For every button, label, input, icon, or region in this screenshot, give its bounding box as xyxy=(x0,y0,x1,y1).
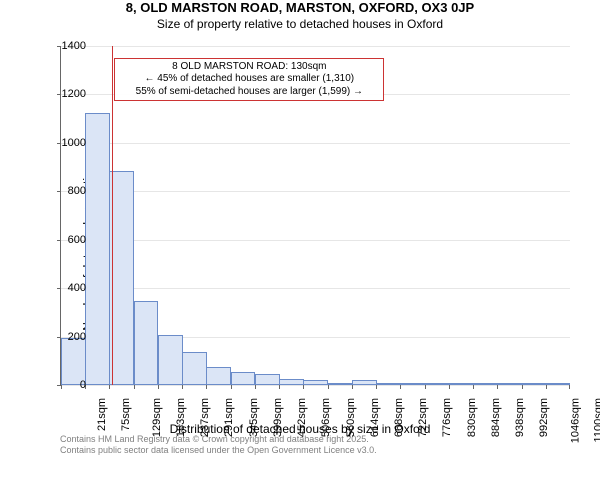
x-tick-mark xyxy=(522,385,523,389)
x-tick-mark xyxy=(425,385,426,389)
x-tick-label: 452sqm xyxy=(296,398,308,437)
x-tick-label: 291sqm xyxy=(223,398,235,437)
x-tick-label: 884sqm xyxy=(490,398,502,437)
histogram-bar xyxy=(425,383,450,385)
chart-title: 8, OLD MARSTON ROAD, MARSTON, OXFORD, OX… xyxy=(0,0,600,17)
histogram-bar xyxy=(206,367,231,385)
x-tick-label: 830sqm xyxy=(466,398,478,437)
y-tick-label: 600 xyxy=(46,234,86,246)
plot-area: 8 OLD MARSTON ROAD: 130sqm← 45% of detac… xyxy=(60,46,570,386)
histogram-bar xyxy=(328,383,353,385)
annotation-box: 8 OLD MARSTON ROAD: 130sqm← 45% of detac… xyxy=(114,58,384,102)
x-tick-label: 399sqm xyxy=(272,398,284,437)
histogram-bar xyxy=(449,383,474,385)
x-tick-mark xyxy=(182,385,183,389)
histogram-bar xyxy=(61,338,86,385)
property-marker-line xyxy=(112,46,113,385)
y-tick-label: 1400 xyxy=(46,40,86,52)
histogram-bar xyxy=(303,380,328,385)
histogram-bar xyxy=(109,171,134,385)
footer-attribution: Contains HM Land Registry data © Crown c… xyxy=(60,434,377,456)
histogram-bar xyxy=(473,383,498,385)
annotation-line-2: ← 45% of detached houses are smaller (1,… xyxy=(121,73,377,86)
y-tick-label: 1000 xyxy=(46,137,86,149)
x-tick-mark xyxy=(569,385,570,389)
x-tick-mark xyxy=(497,385,498,389)
x-tick-mark xyxy=(449,385,450,389)
histogram-bar xyxy=(279,379,304,385)
histogram-bar xyxy=(255,374,280,385)
histogram-bar xyxy=(158,335,183,385)
x-tick-label: 129sqm xyxy=(151,398,163,437)
x-tick-mark xyxy=(231,385,232,389)
histogram-bar xyxy=(231,372,256,385)
x-tick-label: 776sqm xyxy=(442,398,454,437)
x-tick-mark xyxy=(400,385,401,389)
x-tick-label: 560sqm xyxy=(345,398,357,437)
histogram-bar xyxy=(522,383,547,385)
y-tick-label: 0 xyxy=(46,379,86,391)
x-tick-label: 1100sqm xyxy=(592,398,600,442)
x-tick-label: 75sqm xyxy=(120,398,132,431)
x-tick-mark xyxy=(255,385,256,389)
grid-line xyxy=(61,288,570,289)
histogram-bar xyxy=(134,301,159,385)
x-tick-mark xyxy=(303,385,304,389)
x-tick-label: 183sqm xyxy=(175,398,187,437)
x-tick-label: 506sqm xyxy=(320,398,332,437)
y-tick-label: 1200 xyxy=(46,88,86,100)
x-tick-mark xyxy=(279,385,280,389)
x-tick-label: 722sqm xyxy=(417,398,429,437)
x-tick-label: 614sqm xyxy=(369,398,381,437)
x-tick-mark xyxy=(206,385,207,389)
histogram-bar xyxy=(497,383,522,385)
x-tick-mark xyxy=(376,385,377,389)
x-tick-mark xyxy=(109,385,110,389)
histogram-bar xyxy=(352,380,377,385)
grid-line xyxy=(61,143,570,144)
histogram-bar xyxy=(182,352,207,385)
histogram-bar xyxy=(400,383,425,385)
grid-line xyxy=(61,385,570,386)
grid-line xyxy=(61,46,570,47)
histogram-bar xyxy=(85,113,110,385)
x-tick-label: 938sqm xyxy=(514,398,526,437)
x-tick-label: 237sqm xyxy=(199,398,211,437)
annotation-line-3: 55% of semi-detached houses are larger (… xyxy=(121,86,377,99)
annotation-line-1: 8 OLD MARSTON ROAD: 130sqm xyxy=(121,61,377,74)
grid-line xyxy=(61,240,570,241)
grid-line xyxy=(61,191,570,192)
x-tick-mark xyxy=(158,385,159,389)
y-tick-label: 400 xyxy=(46,282,86,294)
x-tick-label: 1046sqm xyxy=(569,398,581,443)
x-tick-label: 345sqm xyxy=(248,398,260,437)
y-tick-label: 200 xyxy=(46,331,86,343)
x-tick-label: 992sqm xyxy=(539,398,551,437)
y-tick-label: 800 xyxy=(46,185,86,197)
x-tick-mark xyxy=(473,385,474,389)
x-tick-label: 21sqm xyxy=(96,398,108,431)
footer-line-2: Contains public sector data licensed und… xyxy=(60,445,377,456)
chart-area: Number of detached properties 8 OLD MARS… xyxy=(0,38,600,458)
x-tick-mark xyxy=(134,385,135,389)
histogram-bar xyxy=(546,383,571,385)
x-tick-label: 668sqm xyxy=(393,398,405,437)
histogram-bar xyxy=(376,383,401,385)
x-tick-mark xyxy=(546,385,547,389)
x-tick-mark xyxy=(328,385,329,389)
x-tick-mark xyxy=(352,385,353,389)
chart-subtitle: Size of property relative to detached ho… xyxy=(0,17,600,33)
